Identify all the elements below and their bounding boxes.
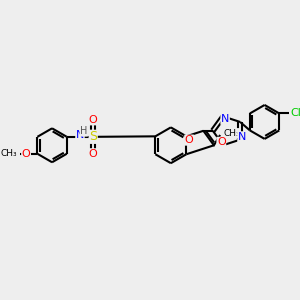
Text: N: N [221,114,229,124]
Text: CH₃: CH₃ [0,149,16,158]
Text: S: S [89,130,97,143]
Text: O: O [89,115,98,125]
Text: O: O [217,137,226,147]
Text: N: N [76,130,84,140]
Text: CH₃: CH₃ [223,128,240,137]
Text: Cl: Cl [290,108,300,118]
Text: H: H [80,126,87,136]
Text: O: O [185,135,194,145]
Text: O: O [89,149,98,159]
Text: O: O [22,149,30,159]
Text: N: N [238,132,246,142]
